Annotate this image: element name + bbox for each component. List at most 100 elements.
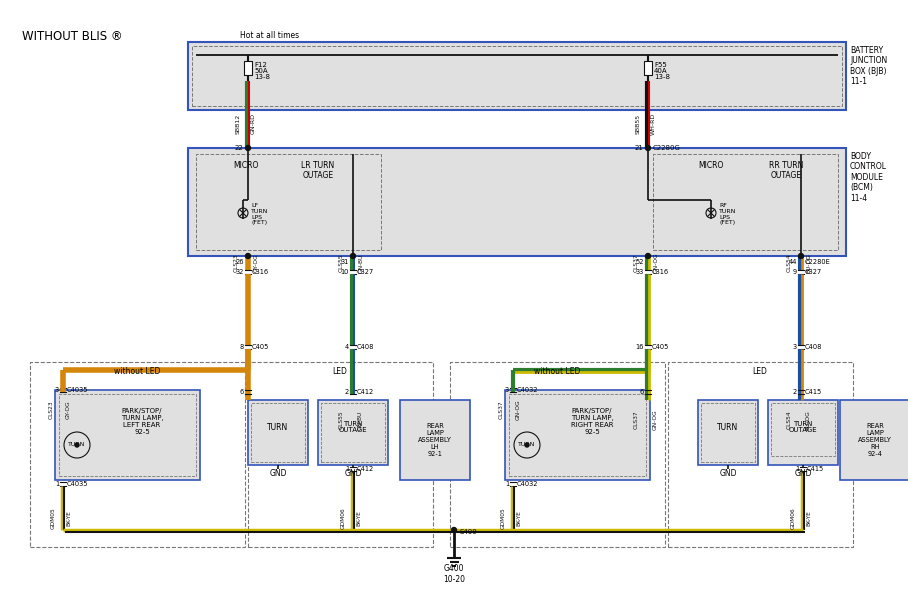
Text: 21: 21 [634, 145, 643, 151]
Text: C415: C415 [807, 466, 824, 472]
Text: PARK/STOP/
TURN LAMP,
RIGHT REAR
92-5: PARK/STOP/ TURN LAMP, RIGHT REAR 92-5 [570, 408, 614, 435]
Text: CLS23: CLS23 [233, 254, 239, 272]
Text: C4035: C4035 [67, 481, 88, 487]
Text: 2: 2 [345, 389, 349, 395]
Text: GY-OG: GY-OG [253, 254, 259, 272]
Text: 3: 3 [793, 344, 797, 350]
Bar [840, 400, 908, 480]
Text: TURN: TURN [717, 423, 738, 431]
Text: C405: C405 [252, 344, 270, 350]
Text: 6: 6 [640, 389, 644, 395]
Bar [644, 61, 652, 75]
Text: LED: LED [753, 367, 767, 376]
Text: WH-RD: WH-RD [650, 113, 656, 135]
Bar [698, 400, 758, 465]
Text: 1: 1 [794, 466, 799, 472]
Text: GDM05: GDM05 [500, 507, 506, 529]
Text: WITHOUT BLIS ®: WITHOUT BLIS ® [22, 30, 123, 43]
Circle shape [798, 254, 804, 259]
Text: 50A: 50A [254, 68, 268, 74]
Text: C405: C405 [652, 344, 669, 350]
Bar [244, 61, 252, 75]
Bar [653, 154, 838, 250]
Text: 9: 9 [793, 269, 797, 275]
Bar [318, 400, 388, 465]
Text: GND: GND [719, 468, 736, 478]
Text: 1: 1 [505, 481, 509, 487]
Bar [400, 400, 470, 480]
Text: LR TURN
OUTAGE: LR TURN OUTAGE [301, 161, 335, 181]
Circle shape [75, 443, 79, 447]
Text: CLS55: CLS55 [339, 254, 343, 272]
Text: 26: 26 [235, 259, 244, 265]
Text: C316: C316 [652, 269, 669, 275]
Text: without LED: without LED [114, 367, 160, 376]
Text: 22: 22 [234, 145, 243, 151]
Text: PARK/STOP/
TURN LAMP,
LEFT REAR
92-5: PARK/STOP/ TURN LAMP, LEFT REAR 92-5 [121, 408, 163, 435]
Text: GND: GND [270, 468, 287, 478]
Bar [701, 403, 755, 462]
Text: C408: C408 [357, 344, 374, 350]
Text: MICRO: MICRO [233, 161, 259, 170]
Bar [188, 148, 846, 256]
Text: GND: GND [794, 468, 812, 478]
Text: GN-BU: GN-BU [358, 411, 362, 429]
Text: C4032: C4032 [517, 387, 538, 393]
Circle shape [245, 146, 251, 151]
Bar [771, 403, 835, 456]
Circle shape [245, 254, 251, 259]
Text: BODY
CONTROL
MODULE
(BCM)
11-4: BODY CONTROL MODULE (BCM) 11-4 [850, 152, 887, 203]
Text: 31: 31 [340, 259, 349, 265]
Text: BK-YE: BK-YE [357, 510, 361, 526]
Text: GN-RD: GN-RD [251, 113, 255, 134]
Circle shape [646, 146, 650, 151]
Text: C4032: C4032 [517, 481, 538, 487]
Text: 3: 3 [54, 387, 59, 393]
Text: C327: C327 [357, 269, 374, 275]
Text: REAR
LAMP
ASSEMBLY
LH
92-1: REAR LAMP ASSEMBLY LH 92-1 [418, 423, 452, 457]
Text: F55: F55 [654, 62, 666, 68]
Circle shape [646, 254, 650, 259]
Text: CLS37: CLS37 [498, 401, 504, 419]
Text: GN-OG: GN-OG [516, 400, 520, 420]
Text: C2280E: C2280E [805, 259, 831, 265]
Text: Hot at all times: Hot at all times [240, 31, 299, 40]
Text: TURN: TURN [267, 423, 289, 431]
Text: MICRO: MICRO [698, 161, 724, 170]
Text: TURN: TURN [518, 442, 536, 448]
Bar [196, 154, 381, 250]
Text: 52: 52 [636, 259, 644, 265]
Text: C412: C412 [357, 466, 374, 472]
Text: TURN: TURN [68, 442, 85, 448]
Text: C408: C408 [805, 344, 823, 350]
Text: C316: C316 [252, 269, 269, 275]
Bar [251, 403, 305, 462]
Text: 13-8: 13-8 [654, 74, 670, 80]
Bar [30, 362, 245, 547]
Bar [248, 400, 308, 465]
Text: LF
TURN
LPS
(FET): LF TURN LPS (FET) [251, 203, 269, 226]
Text: GDM06: GDM06 [791, 507, 795, 529]
Text: GDM06: GDM06 [340, 507, 346, 529]
Text: 6: 6 [240, 389, 244, 395]
Text: 40A: 40A [654, 68, 667, 74]
Text: RF
TURN
LPS
(FET): RF TURN LPS (FET) [719, 203, 736, 226]
Text: without LED: without LED [534, 367, 580, 376]
Text: 10: 10 [340, 269, 349, 275]
Text: F12: F12 [254, 62, 267, 68]
Text: G400
10-20: G400 10-20 [443, 564, 465, 584]
Text: CLS37: CLS37 [634, 411, 638, 429]
Bar [55, 390, 200, 480]
Text: SBB55: SBB55 [636, 114, 640, 134]
Bar [509, 394, 646, 476]
Text: TURN
OUTAGE: TURN OUTAGE [789, 420, 817, 434]
Text: S409: S409 [459, 529, 477, 535]
Text: 1: 1 [345, 466, 349, 472]
Text: RR TURN
OUTAGE: RR TURN OUTAGE [769, 161, 804, 181]
Text: GY-OG: GY-OG [65, 401, 71, 419]
Text: CLS54: CLS54 [786, 411, 792, 429]
Text: 3: 3 [505, 387, 509, 393]
Bar [768, 400, 838, 465]
Text: 32: 32 [235, 269, 244, 275]
Text: 33: 33 [636, 269, 644, 275]
